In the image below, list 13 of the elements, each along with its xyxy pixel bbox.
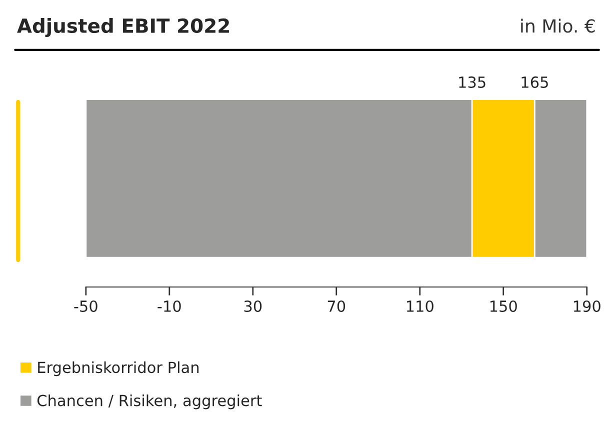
x-tick-label: 70	[328, 300, 346, 312]
annotation: 135	[459, 76, 486, 88]
x-tick-label: -10	[158, 300, 181, 312]
x-tick-label: 190	[574, 300, 600, 312]
legend-label: Chancen / Risiken, aggregiert	[37, 394, 262, 410]
chart-subtitle: in Mio. €	[521, 18, 595, 33]
x-tick-label: 30	[244, 300, 262, 312]
chart-title: Adjusted EBIT 2022	[17, 18, 229, 37]
x-tick-label: 110	[406, 300, 434, 312]
x-tick-label: -50	[74, 300, 98, 312]
annotation: 165	[522, 76, 548, 88]
legend-label: Ergebniskorridor Plan	[38, 361, 199, 376]
x-tick-label: 150	[490, 300, 517, 312]
